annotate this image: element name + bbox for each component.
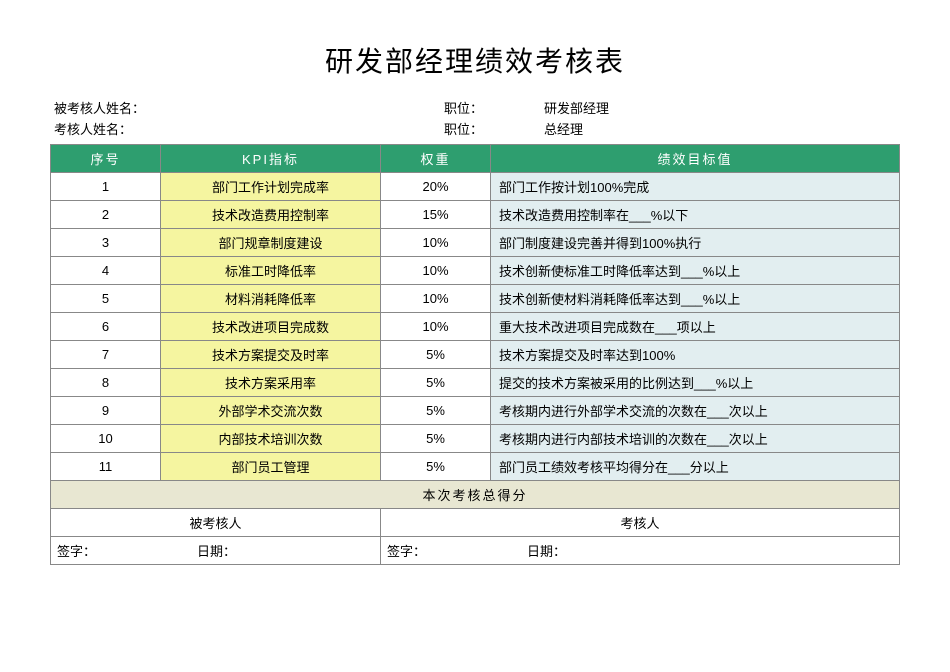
evaluator-sign-cell: 签字： 日期： xyxy=(381,537,900,565)
meta-row-evaluatee: 被考核人姓名： 职位： 研发部经理 xyxy=(50,98,900,117)
cell-weight: 5% xyxy=(381,397,491,425)
cell-target: 技术方案提交及时率达到100% xyxy=(491,341,900,369)
cell-kpi: 部门员工管理 xyxy=(161,453,381,481)
cell-weight: 10% xyxy=(381,313,491,341)
page-title: 研发部经理绩效考核表 xyxy=(50,40,900,80)
cell-weight: 5% xyxy=(381,453,491,481)
evaluatee-header: 被考核人 xyxy=(51,509,381,537)
cell-target: 重大技术改进项目完成数在___项以上 xyxy=(491,313,900,341)
cell-weight: 5% xyxy=(381,341,491,369)
cell-weight: 20% xyxy=(381,173,491,201)
table-row: 3部门规章制度建设10%部门制度建设完善并得到100%执行 xyxy=(51,229,900,257)
evaluatee-name-label: 被考核人姓名： xyxy=(54,98,444,117)
cell-weight: 10% xyxy=(381,229,491,257)
cell-seq: 8 xyxy=(51,369,161,397)
cell-target: 部门员工绩效考核平均得分在___分以上 xyxy=(491,453,900,481)
table-row: 6技术改进项目完成数10%重大技术改进项目完成数在___项以上 xyxy=(51,313,900,341)
cell-kpi: 材料消耗降低率 xyxy=(161,285,381,313)
header-weight: 权重 xyxy=(381,145,491,173)
evaluator-position-value: 总经理 xyxy=(544,119,900,138)
cell-kpi: 技术方案采用率 xyxy=(161,369,381,397)
cell-seq: 6 xyxy=(51,313,161,341)
evaluator-date-label: 日期： xyxy=(527,541,566,560)
cell-seq: 1 xyxy=(51,173,161,201)
evaluatee-sign-cell: 签字： 日期： xyxy=(51,537,381,565)
header-target: 绩效目标值 xyxy=(491,145,900,173)
cell-kpi: 技术改进项目完成数 xyxy=(161,313,381,341)
evaluator-sign-label: 签字： xyxy=(387,541,527,560)
cell-kpi: 部门规章制度建设 xyxy=(161,229,381,257)
evaluatee-sign-label: 签字： xyxy=(57,541,197,560)
cell-target: 部门制度建设完善并得到100%执行 xyxy=(491,229,900,257)
cell-target: 技术改造费用控制率在___%以下 xyxy=(491,201,900,229)
table-row: 8技术方案采用率5%提交的技术方案被采用的比例达到___%以上 xyxy=(51,369,900,397)
cell-kpi: 技术改造费用控制率 xyxy=(161,201,381,229)
table-row: 9外部学术交流次数5%考核期内进行外部学术交流的次数在___次以上 xyxy=(51,397,900,425)
total-score-row: 本次考核总得分 xyxy=(51,481,900,509)
table-row: 10内部技术培训次数5%考核期内进行内部技术培训的次数在___次以上 xyxy=(51,425,900,453)
evaluatee-position-value: 研发部经理 xyxy=(544,98,900,117)
header-seq: 序号 xyxy=(51,145,161,173)
cell-target: 部门工作按计划100%完成 xyxy=(491,173,900,201)
evaluatee-date-label: 日期： xyxy=(197,541,236,560)
cell-kpi: 外部学术交流次数 xyxy=(161,397,381,425)
position-label-2: 职位： xyxy=(444,119,544,138)
table-row: 4标准工时降低率10%技术创新使标准工时降低率达到___%以上 xyxy=(51,257,900,285)
signature-header-row: 被考核人 考核人 xyxy=(51,509,900,537)
cell-seq: 7 xyxy=(51,341,161,369)
cell-kpi: 内部技术培训次数 xyxy=(161,425,381,453)
cell-seq: 11 xyxy=(51,453,161,481)
table-header-row: 序号 KPI指标 权重 绩效目标值 xyxy=(51,145,900,173)
meta-row-evaluator: 考核人姓名： 职位： 总经理 xyxy=(50,119,900,138)
cell-weight: 10% xyxy=(381,257,491,285)
cell-kpi: 技术方案提交及时率 xyxy=(161,341,381,369)
cell-seq: 3 xyxy=(51,229,161,257)
cell-weight: 5% xyxy=(381,369,491,397)
cell-weight: 10% xyxy=(381,285,491,313)
cell-target: 提交的技术方案被采用的比例达到___%以上 xyxy=(491,369,900,397)
cell-seq: 10 xyxy=(51,425,161,453)
cell-seq: 9 xyxy=(51,397,161,425)
evaluator-name-label: 考核人姓名： xyxy=(54,119,444,138)
cell-seq: 2 xyxy=(51,201,161,229)
cell-kpi: 标准工时降低率 xyxy=(161,257,381,285)
cell-target: 考核期内进行外部学术交流的次数在___次以上 xyxy=(491,397,900,425)
header-kpi: KPI指标 xyxy=(161,145,381,173)
kpi-table: 序号 KPI指标 权重 绩效目标值 1部门工作计划完成率20%部门工作按计划10… xyxy=(50,144,900,565)
total-score-label: 本次考核总得分 xyxy=(51,481,900,509)
table-row: 2技术改造费用控制率15%技术改造费用控制率在___%以下 xyxy=(51,201,900,229)
cell-kpi: 部门工作计划完成率 xyxy=(161,173,381,201)
cell-target: 考核期内进行内部技术培训的次数在___次以上 xyxy=(491,425,900,453)
cell-weight: 15% xyxy=(381,201,491,229)
table-row: 1部门工作计划完成率20%部门工作按计划100%完成 xyxy=(51,173,900,201)
table-row: 5材料消耗降低率10%技术创新使材料消耗降低率达到___%以上 xyxy=(51,285,900,313)
cell-seq: 4 xyxy=(51,257,161,285)
table-row: 7技术方案提交及时率5%技术方案提交及时率达到100% xyxy=(51,341,900,369)
cell-target: 技术创新使标准工时降低率达到___%以上 xyxy=(491,257,900,285)
cell-target: 技术创新使材料消耗降低率达到___%以上 xyxy=(491,285,900,313)
cell-weight: 5% xyxy=(381,425,491,453)
evaluator-header: 考核人 xyxy=(381,509,900,537)
cell-seq: 5 xyxy=(51,285,161,313)
signature-row: 签字： 日期： 签字： 日期： xyxy=(51,537,900,565)
table-row: 11部门员工管理5%部门员工绩效考核平均得分在___分以上 xyxy=(51,453,900,481)
position-label-1: 职位： xyxy=(444,98,544,117)
